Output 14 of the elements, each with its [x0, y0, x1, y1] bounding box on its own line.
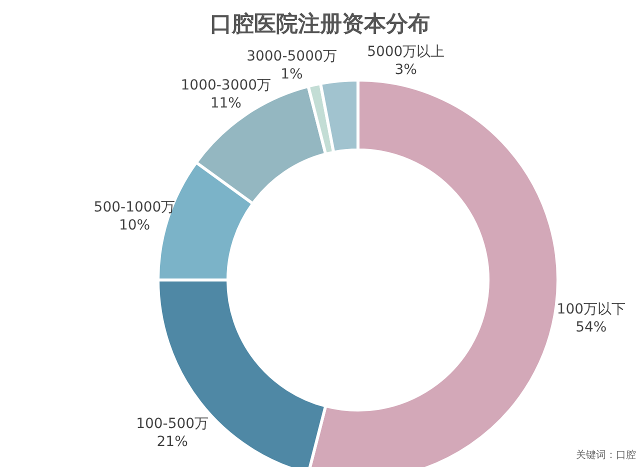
data-label: 10%: [118, 217, 150, 234]
data-label: 3%: [394, 62, 417, 78]
data-label: 11%: [210, 96, 242, 112]
slice-label: 1000-3000万: [180, 78, 272, 94]
slice-label: 500-1000万: [94, 199, 176, 216]
data-label: 1%: [280, 66, 303, 83]
slice-label: 3000-5000万: [246, 48, 337, 65]
text: 关键词：口腔: [576, 449, 636, 461]
slice-label: 5000万以上: [367, 44, 445, 60]
slice-label: 100万以下: [556, 301, 626, 318]
data-label: 21%: [156, 434, 188, 450]
slice-label: 100-500万: [136, 416, 209, 432]
data-label: 54%: [576, 319, 607, 336]
chart-title: 口腔医院注册资本分布: [210, 11, 430, 37]
